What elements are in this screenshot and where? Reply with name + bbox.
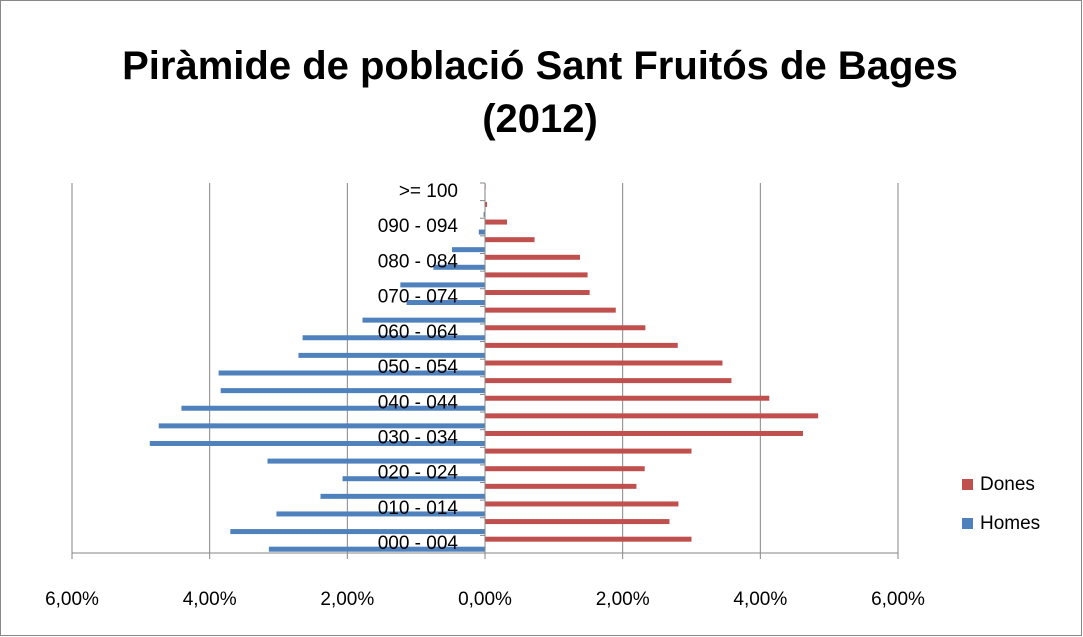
- y-tick-label: 010 - 014: [378, 498, 459, 519]
- x-tick-label: 6,00%: [871, 589, 925, 610]
- bar: [485, 501, 679, 507]
- bar: [433, 264, 485, 270]
- bar: [485, 448, 692, 454]
- legend-label: Dones: [980, 474, 1035, 495]
- bar: [451, 247, 485, 253]
- y-tick-label: 030 - 034: [378, 427, 459, 448]
- bar: [483, 211, 485, 217]
- bar: [485, 536, 692, 542]
- bar: [485, 483, 637, 489]
- bar: [268, 546, 485, 552]
- legend-swatch: [962, 479, 973, 490]
- bar: [230, 529, 485, 535]
- bar: [298, 352, 485, 358]
- bar: [485, 413, 819, 419]
- bar: [149, 440, 485, 446]
- bar: [485, 519, 670, 525]
- bar: [485, 219, 508, 225]
- x-tick-label: 4,00%: [183, 589, 237, 610]
- bar: [485, 254, 580, 260]
- bar: [485, 201, 488, 207]
- y-tick-label: 070 - 074: [378, 287, 459, 308]
- bar: [485, 272, 588, 278]
- bar: [485, 342, 678, 348]
- bar: [485, 290, 590, 296]
- bar: [485, 466, 645, 472]
- bar: [485, 378, 732, 384]
- bar: [485, 325, 646, 331]
- y-tick-label: >= 100: [399, 181, 458, 202]
- bar: [276, 511, 485, 517]
- x-tick-label: 4,00%: [733, 589, 787, 610]
- bar: [485, 360, 723, 366]
- bar: [485, 430, 804, 436]
- legend-swatch: [962, 518, 973, 529]
- y-tick-label: 040 - 044: [378, 392, 459, 413]
- bar: [342, 476, 485, 482]
- bar: [362, 317, 485, 323]
- x-tick-label: 2,00%: [596, 589, 650, 610]
- x-tick-label: 6,00%: [45, 589, 99, 610]
- chart-title: Piràmide de població Sant Fruitós de Bag…: [122, 44, 958, 141]
- bar: [181, 405, 485, 411]
- y-tick-label: 000 - 004: [378, 533, 459, 554]
- x-tick-label: 0,00%: [458, 589, 512, 610]
- bar: [218, 370, 486, 376]
- bar: [485, 237, 535, 243]
- bar: [400, 282, 485, 288]
- y-tick-label: 080 - 084: [378, 251, 459, 272]
- bar: [485, 307, 616, 313]
- y-tick-label: 020 - 024: [378, 463, 459, 484]
- y-tick-label: 090 - 094: [378, 216, 459, 237]
- y-tick-label: 060 - 064: [378, 322, 459, 343]
- y-tick-label: 050 - 054: [378, 357, 459, 378]
- bar: [158, 423, 486, 429]
- legend-label: Homes: [980, 513, 1040, 534]
- bar: [320, 493, 485, 499]
- bar: [220, 388, 485, 394]
- bar: [267, 458, 485, 464]
- bar: [478, 229, 485, 235]
- x-tick-label: 2,00%: [320, 589, 374, 610]
- bar: [485, 395, 770, 401]
- bar: [302, 335, 485, 341]
- bar: [406, 300, 485, 306]
